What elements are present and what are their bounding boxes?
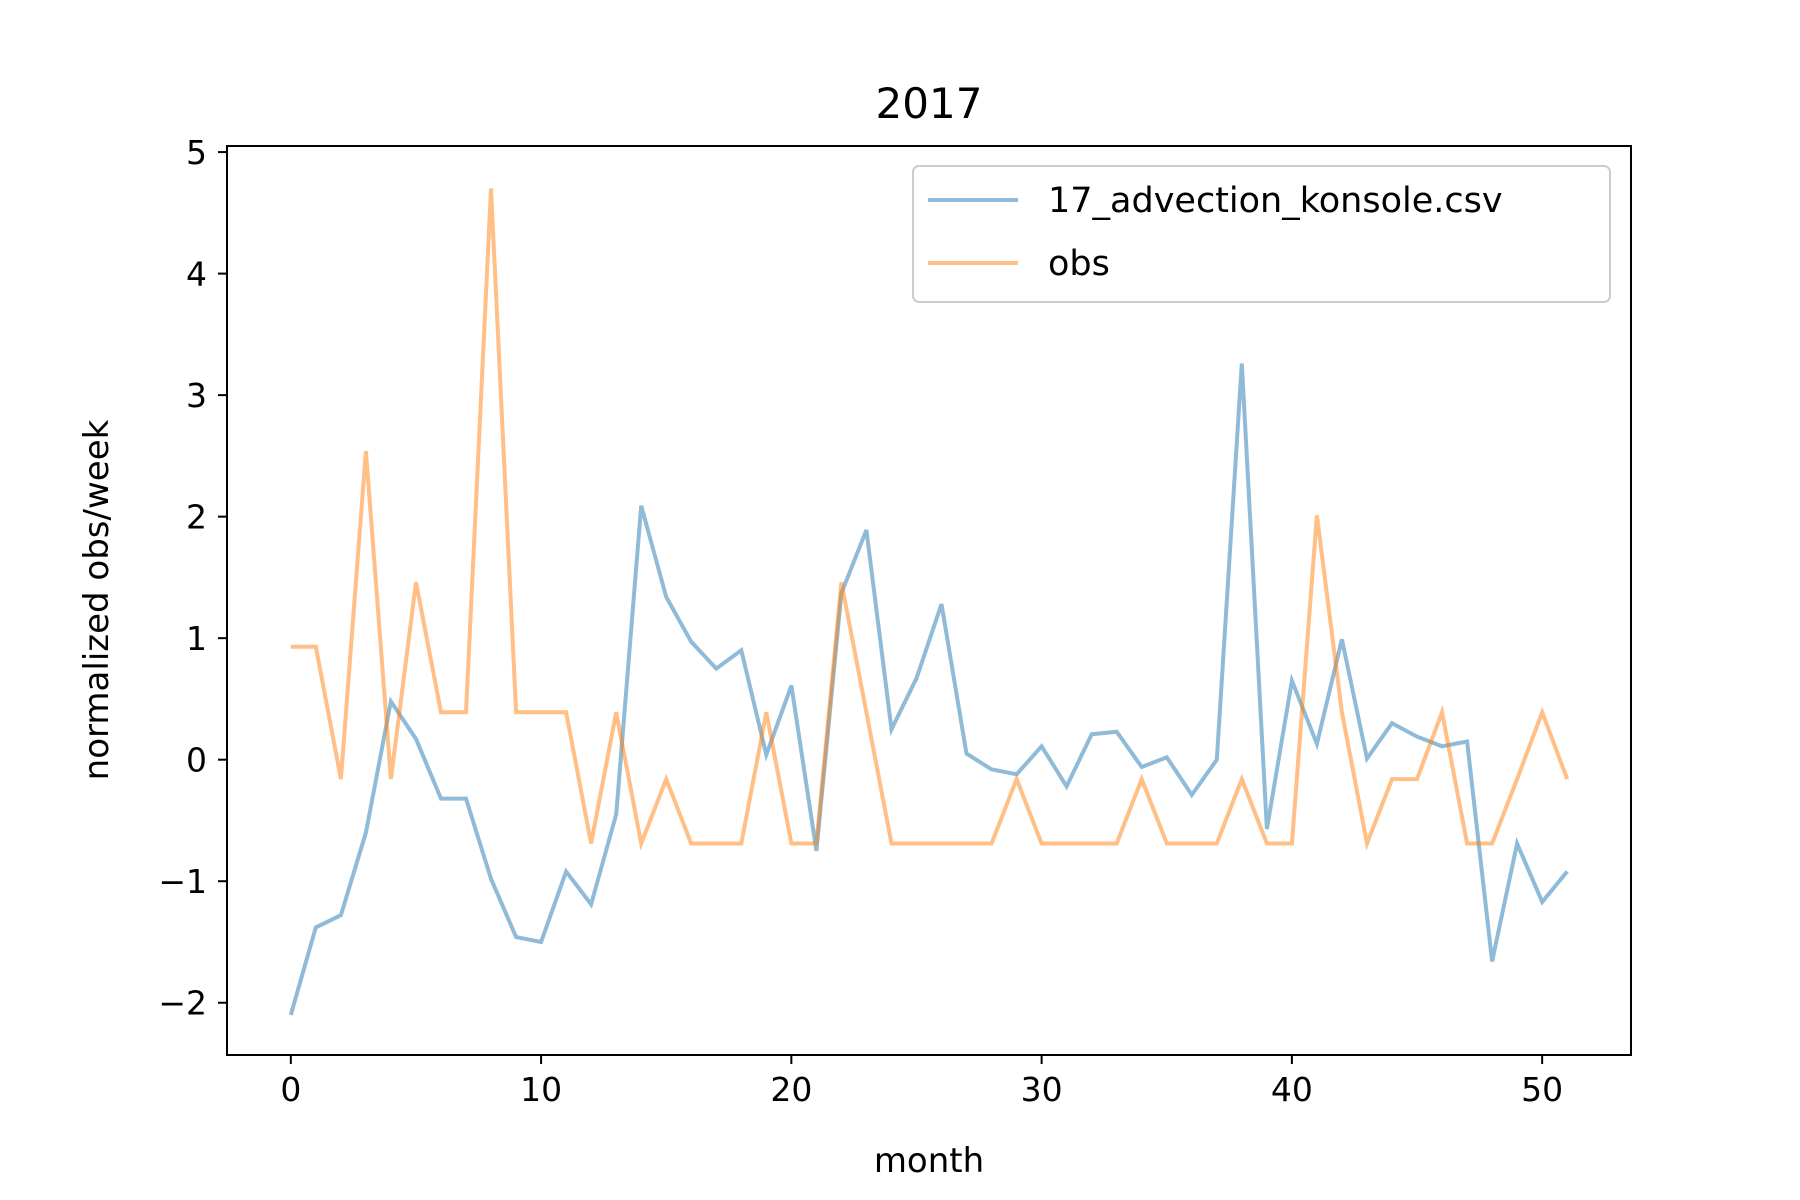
legend: 17_advection_konsole.csv obs: [912, 165, 1611, 303]
series-line-obs: [290, 188, 1570, 851]
legend-label-advection: 17_advection_konsole.csv: [1048, 181, 1503, 221]
x-axis-label: month: [874, 1141, 984, 1181]
legend-box: [912, 165, 1611, 303]
y-tick-label: −1: [158, 862, 207, 901]
y-axis: −2 −1 0 1 2 3 4 5: [158, 133, 227, 1023]
y-tick-label: 5: [186, 133, 207, 172]
plot-area-frame: [226, 145, 1632, 1056]
x-tick-label: 30: [1021, 1070, 1063, 1109]
series-line-advection: [288, 363, 1569, 1016]
x-tick-label: 10: [520, 1070, 562, 1109]
x-tick-label: 40: [1271, 1070, 1313, 1109]
y-tick-label: 1: [186, 619, 207, 658]
series-layer: [288, 188, 1570, 1016]
y-tick-label: 3: [186, 376, 207, 415]
x-tick-label: 0: [280, 1070, 301, 1109]
x-axis: 0 10 20 30 40 50: [280, 1055, 1563, 1109]
y-tick-label: 0: [186, 741, 207, 780]
y-axis-label: normalized obs/week: [77, 419, 117, 780]
chart-title: 2017: [876, 79, 983, 128]
x-tick-label: 50: [1521, 1070, 1563, 1109]
y-tick-label: 4: [186, 255, 207, 294]
y-tick-label: −2: [158, 984, 207, 1023]
y-tick-label: 2: [186, 498, 207, 537]
x-tick-label: 20: [770, 1070, 812, 1109]
legend-label-obs: obs: [1048, 244, 1110, 284]
